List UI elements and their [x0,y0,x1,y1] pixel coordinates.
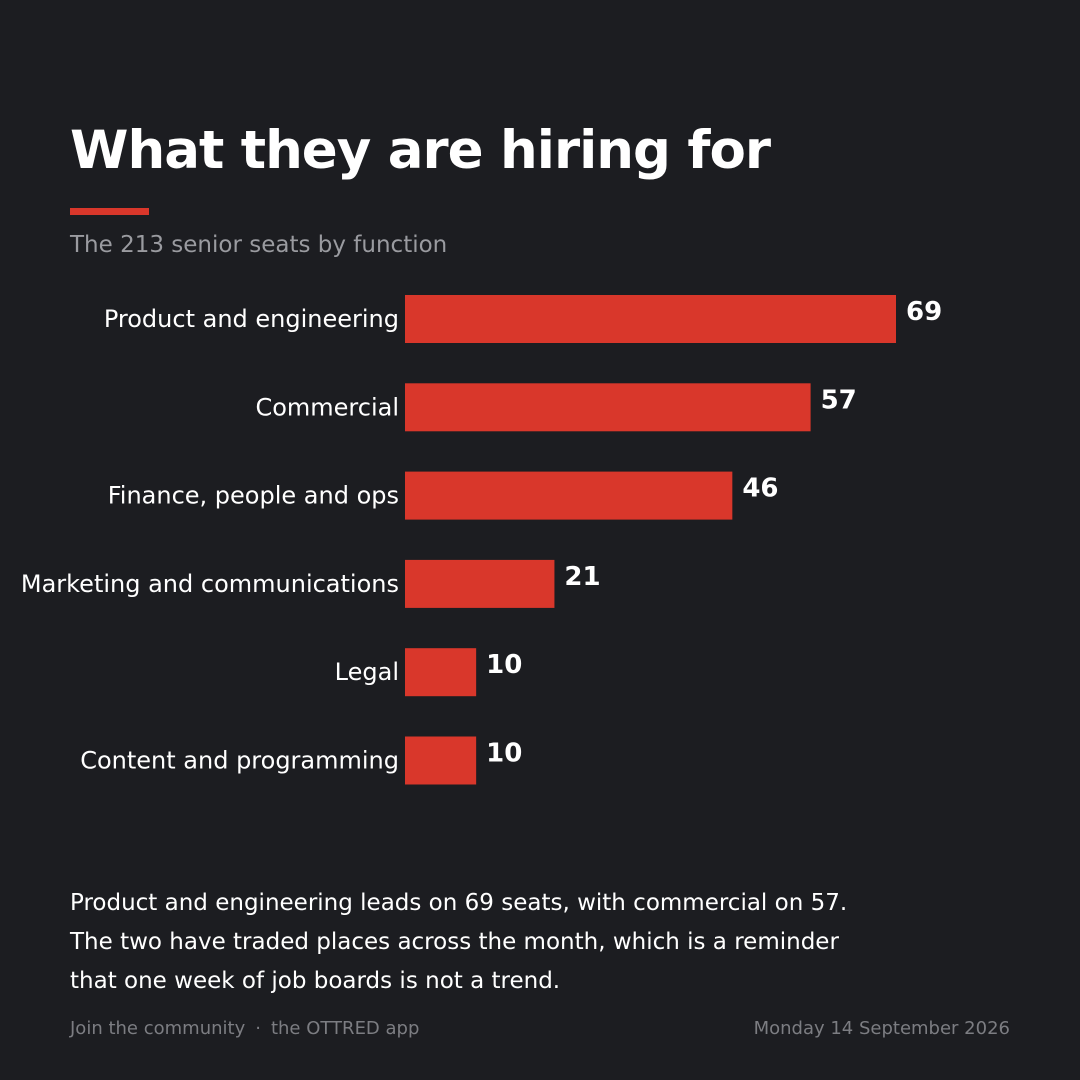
caption-line: Product and engineering leads on 69 seat… [70,890,848,916]
bar [405,471,733,520]
chart-subtitle: The 213 senior seats by function [70,232,448,258]
value-label: 10 [486,739,522,769]
category-label: Content and programming [80,747,399,775]
app-link[interactable]: the OTTRED app [270,1018,420,1039]
page-title: What they are hiring for [70,120,771,181]
category-label: Legal [335,658,399,686]
value-label: 21 [564,562,600,592]
category-label: Marketing and communications [21,570,399,598]
footer-left: Join the community · the OTTRED app [70,1018,419,1039]
bar [405,559,555,608]
caption-line: that one week of job boards is not a tre… [70,968,561,994]
bar [405,648,477,697]
bar [405,736,477,785]
value-label: 69 [906,297,942,327]
category-label: Commercial [255,393,399,421]
accent-rule [70,208,149,215]
category-label: Product and engineering [104,305,399,333]
value-label: 46 [742,474,778,504]
value-label: 10 [486,650,522,680]
bar [405,383,811,432]
footer-separator: · [255,1018,261,1039]
category-label: Finance, people and ops [108,482,399,510]
caption-line: The two have traded places across the mo… [70,929,839,955]
bar [405,295,896,343]
community-link[interactable]: Join the community [70,1018,246,1039]
caption: Product and engineering leads on 69 seat… [70,884,970,1001]
footer-date: Monday 14 September 2026 [753,1018,1010,1039]
value-label: 57 [821,385,857,415]
